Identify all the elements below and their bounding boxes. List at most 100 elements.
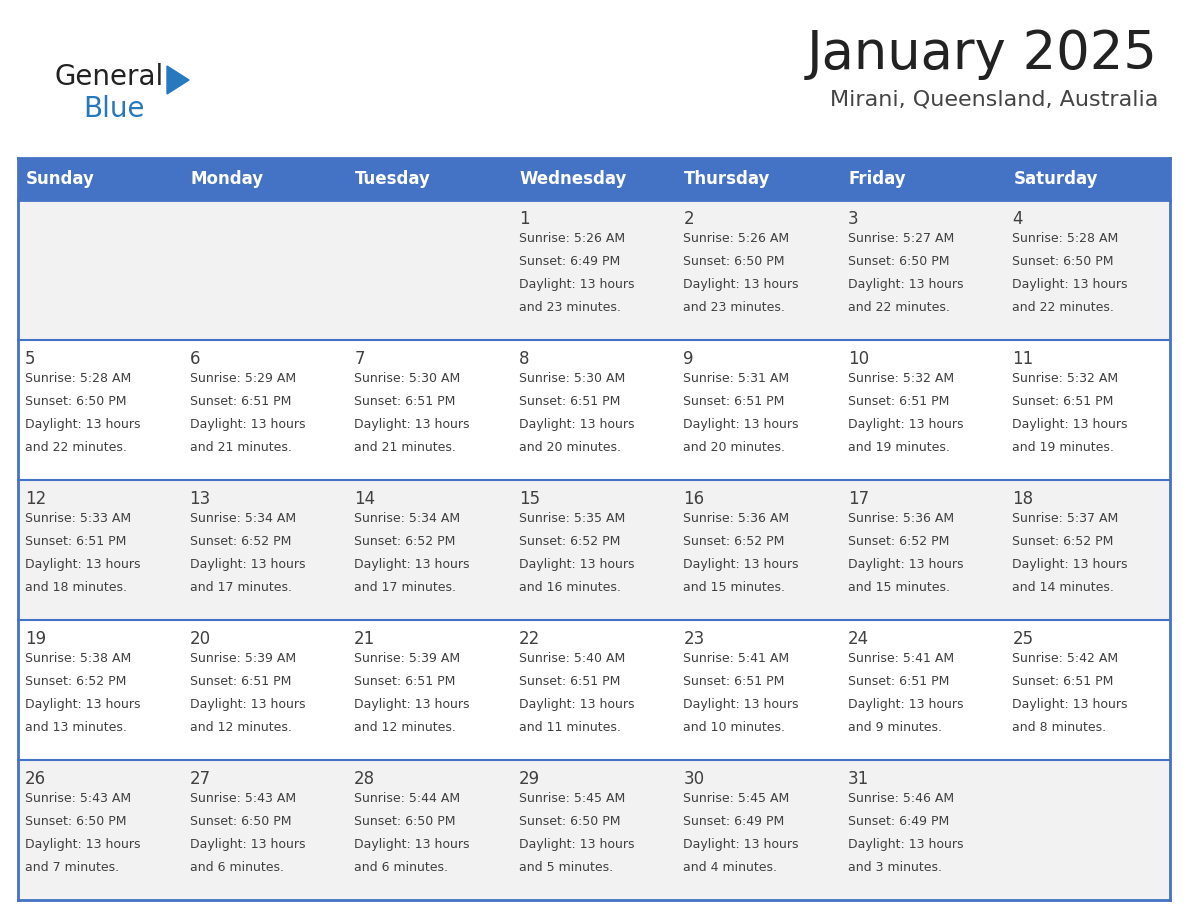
Text: Daylight: 13 hours: Daylight: 13 hours bbox=[190, 699, 305, 711]
Text: and 5 minutes.: and 5 minutes. bbox=[519, 861, 613, 874]
Text: Sunrise: 5:44 AM: Sunrise: 5:44 AM bbox=[354, 792, 460, 805]
Text: 23: 23 bbox=[683, 630, 704, 648]
Text: Sunset: 6:51 PM: Sunset: 6:51 PM bbox=[519, 675, 620, 688]
Text: Daylight: 13 hours: Daylight: 13 hours bbox=[1012, 419, 1127, 431]
Text: 24: 24 bbox=[848, 630, 868, 648]
Text: Daylight: 13 hours: Daylight: 13 hours bbox=[683, 419, 798, 431]
Text: Daylight: 13 hours: Daylight: 13 hours bbox=[1012, 558, 1127, 571]
Text: 17: 17 bbox=[848, 490, 868, 508]
Text: Sunset: 6:50 PM: Sunset: 6:50 PM bbox=[190, 815, 291, 828]
Text: Sunrise: 5:39 AM: Sunrise: 5:39 AM bbox=[354, 652, 460, 665]
Text: 2: 2 bbox=[683, 210, 694, 228]
Text: Daylight: 13 hours: Daylight: 13 hours bbox=[25, 558, 140, 571]
Text: Daylight: 13 hours: Daylight: 13 hours bbox=[519, 558, 634, 571]
Text: Sunrise: 5:30 AM: Sunrise: 5:30 AM bbox=[519, 372, 625, 385]
Text: Sunrise: 5:38 AM: Sunrise: 5:38 AM bbox=[25, 652, 131, 665]
Text: Sunrise: 5:28 AM: Sunrise: 5:28 AM bbox=[25, 372, 131, 385]
Text: Sunrise: 5:43 AM: Sunrise: 5:43 AM bbox=[190, 792, 296, 805]
Text: 14: 14 bbox=[354, 490, 375, 508]
Text: Sunset: 6:52 PM: Sunset: 6:52 PM bbox=[25, 675, 126, 688]
Text: Thursday: Thursday bbox=[684, 170, 771, 188]
Text: and 23 minutes.: and 23 minutes. bbox=[519, 301, 620, 314]
Text: Sunset: 6:51 PM: Sunset: 6:51 PM bbox=[848, 395, 949, 409]
Text: Sunset: 6:50 PM: Sunset: 6:50 PM bbox=[848, 255, 949, 268]
Text: 8: 8 bbox=[519, 350, 529, 368]
Text: Sunset: 6:50 PM: Sunset: 6:50 PM bbox=[1012, 255, 1114, 268]
Text: January 2025: January 2025 bbox=[807, 28, 1158, 80]
Text: Daylight: 13 hours: Daylight: 13 hours bbox=[519, 699, 634, 711]
Text: Sunset: 6:51 PM: Sunset: 6:51 PM bbox=[190, 675, 291, 688]
Text: 21: 21 bbox=[354, 630, 375, 648]
Text: and 13 minutes.: and 13 minutes. bbox=[25, 722, 127, 734]
Text: Sunset: 6:50 PM: Sunset: 6:50 PM bbox=[683, 255, 785, 268]
Text: Sunset: 6:52 PM: Sunset: 6:52 PM bbox=[1012, 535, 1114, 548]
Text: and 12 minutes.: and 12 minutes. bbox=[354, 722, 456, 734]
Text: 7: 7 bbox=[354, 350, 365, 368]
Text: Sunrise: 5:31 AM: Sunrise: 5:31 AM bbox=[683, 372, 789, 385]
Bar bbox=[18, 200, 1170, 340]
Text: Saturday: Saturday bbox=[1013, 170, 1098, 188]
Text: Sunset: 6:51 PM: Sunset: 6:51 PM bbox=[1012, 395, 1114, 409]
Text: Daylight: 13 hours: Daylight: 13 hours bbox=[25, 419, 140, 431]
Text: Sunrise: 5:36 AM: Sunrise: 5:36 AM bbox=[848, 512, 954, 525]
Text: Sunrise: 5:43 AM: Sunrise: 5:43 AM bbox=[25, 792, 131, 805]
Text: and 19 minutes.: and 19 minutes. bbox=[848, 442, 949, 454]
Text: Daylight: 13 hours: Daylight: 13 hours bbox=[848, 278, 963, 291]
Text: 31: 31 bbox=[848, 770, 870, 788]
Bar bbox=[18, 158, 1170, 200]
Text: Sunrise: 5:33 AM: Sunrise: 5:33 AM bbox=[25, 512, 131, 525]
Text: and 18 minutes.: and 18 minutes. bbox=[25, 581, 127, 594]
Text: Sunrise: 5:34 AM: Sunrise: 5:34 AM bbox=[190, 512, 296, 525]
Text: Sunrise: 5:39 AM: Sunrise: 5:39 AM bbox=[190, 652, 296, 665]
Text: Daylight: 13 hours: Daylight: 13 hours bbox=[848, 699, 963, 711]
Text: Sunset: 6:52 PM: Sunset: 6:52 PM bbox=[848, 535, 949, 548]
Text: and 22 minutes.: and 22 minutes. bbox=[848, 301, 949, 314]
Bar bbox=[18, 340, 1170, 480]
Text: Sunset: 6:52 PM: Sunset: 6:52 PM bbox=[354, 535, 455, 548]
Text: and 19 minutes.: and 19 minutes. bbox=[1012, 442, 1114, 454]
Text: and 17 minutes.: and 17 minutes. bbox=[190, 581, 291, 594]
Bar bbox=[18, 760, 1170, 900]
Text: 30: 30 bbox=[683, 770, 704, 788]
Text: Sunset: 6:51 PM: Sunset: 6:51 PM bbox=[25, 535, 126, 548]
Text: Daylight: 13 hours: Daylight: 13 hours bbox=[190, 558, 305, 571]
Text: 9: 9 bbox=[683, 350, 694, 368]
Text: Sunset: 6:50 PM: Sunset: 6:50 PM bbox=[519, 815, 620, 828]
Text: and 6 minutes.: and 6 minutes. bbox=[190, 861, 284, 874]
Text: and 7 minutes.: and 7 minutes. bbox=[25, 861, 119, 874]
Text: 20: 20 bbox=[190, 630, 210, 648]
Text: 27: 27 bbox=[190, 770, 210, 788]
Text: Sunset: 6:51 PM: Sunset: 6:51 PM bbox=[354, 395, 455, 409]
Text: Mirani, Queensland, Australia: Mirani, Queensland, Australia bbox=[829, 90, 1158, 110]
Text: Sunrise: 5:46 AM: Sunrise: 5:46 AM bbox=[848, 792, 954, 805]
Text: Sunrise: 5:45 AM: Sunrise: 5:45 AM bbox=[683, 792, 790, 805]
Text: Sunset: 6:52 PM: Sunset: 6:52 PM bbox=[683, 535, 784, 548]
Text: Daylight: 13 hours: Daylight: 13 hours bbox=[848, 838, 963, 851]
Text: Sunrise: 5:27 AM: Sunrise: 5:27 AM bbox=[848, 232, 954, 245]
Text: Sunrise: 5:35 AM: Sunrise: 5:35 AM bbox=[519, 512, 625, 525]
Text: and 23 minutes.: and 23 minutes. bbox=[683, 301, 785, 314]
Text: 3: 3 bbox=[848, 210, 859, 228]
Text: Daylight: 13 hours: Daylight: 13 hours bbox=[683, 558, 798, 571]
Text: Sunset: 6:49 PM: Sunset: 6:49 PM bbox=[519, 255, 620, 268]
Text: Sunset: 6:49 PM: Sunset: 6:49 PM bbox=[848, 815, 949, 828]
Text: Sunset: 6:51 PM: Sunset: 6:51 PM bbox=[519, 395, 620, 409]
Text: Sunrise: 5:41 AM: Sunrise: 5:41 AM bbox=[683, 652, 789, 665]
Text: Sunrise: 5:30 AM: Sunrise: 5:30 AM bbox=[354, 372, 461, 385]
Text: and 14 minutes.: and 14 minutes. bbox=[1012, 581, 1114, 594]
Text: and 21 minutes.: and 21 minutes. bbox=[354, 442, 456, 454]
Bar bbox=[18, 620, 1170, 760]
Text: Sunset: 6:50 PM: Sunset: 6:50 PM bbox=[25, 815, 126, 828]
Text: Sunrise: 5:32 AM: Sunrise: 5:32 AM bbox=[1012, 372, 1119, 385]
Text: Sunrise: 5:45 AM: Sunrise: 5:45 AM bbox=[519, 792, 625, 805]
Text: and 20 minutes.: and 20 minutes. bbox=[519, 442, 620, 454]
Text: Sunrise: 5:36 AM: Sunrise: 5:36 AM bbox=[683, 512, 789, 525]
Text: Sunset: 6:52 PM: Sunset: 6:52 PM bbox=[190, 535, 291, 548]
Text: Sunrise: 5:37 AM: Sunrise: 5:37 AM bbox=[1012, 512, 1119, 525]
Text: Sunset: 6:51 PM: Sunset: 6:51 PM bbox=[683, 395, 784, 409]
Text: 4: 4 bbox=[1012, 210, 1023, 228]
Text: Sunset: 6:50 PM: Sunset: 6:50 PM bbox=[25, 395, 126, 409]
Text: Daylight: 13 hours: Daylight: 13 hours bbox=[190, 419, 305, 431]
Polygon shape bbox=[168, 66, 189, 94]
Text: Sunday: Sunday bbox=[26, 170, 95, 188]
